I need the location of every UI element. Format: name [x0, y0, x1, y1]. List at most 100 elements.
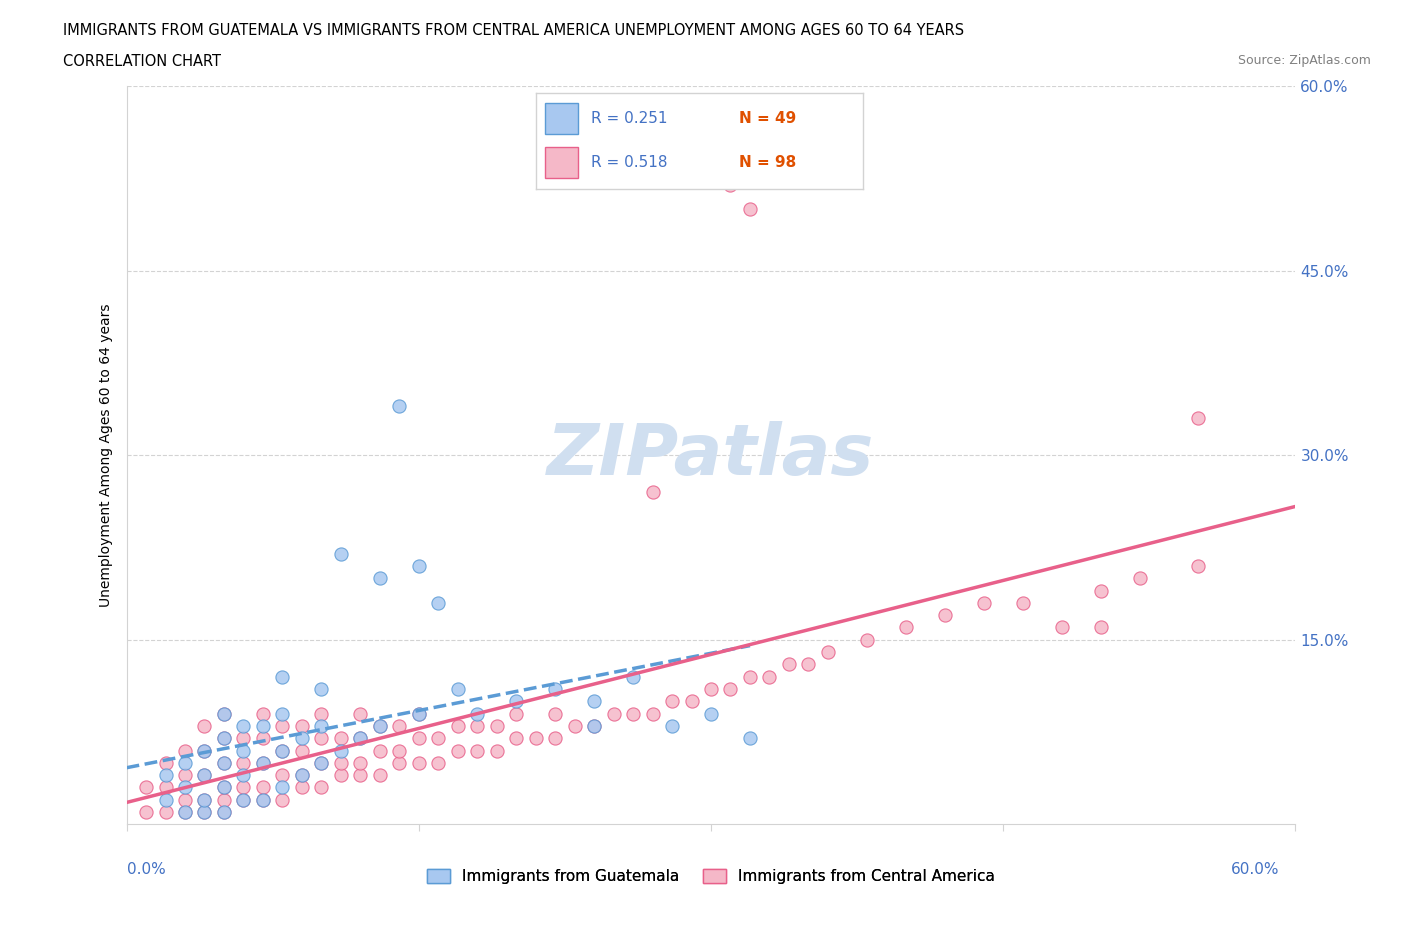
Point — [681, 694, 703, 709]
Point — [349, 755, 371, 770]
Point — [427, 731, 450, 746]
Point — [311, 719, 333, 734]
Point — [661, 719, 683, 734]
Point — [465, 706, 488, 721]
Point — [232, 767, 254, 782]
Point — [583, 719, 606, 734]
Point — [271, 743, 294, 758]
Point — [193, 743, 215, 758]
Point — [232, 792, 254, 807]
Point — [193, 792, 215, 807]
Point — [271, 719, 294, 734]
Point — [408, 755, 430, 770]
Point — [661, 694, 683, 709]
Point — [934, 607, 956, 622]
Point — [583, 719, 606, 734]
Point — [388, 743, 411, 758]
Point — [212, 731, 235, 746]
Text: ZIPatlas: ZIPatlas — [547, 420, 875, 490]
Point — [193, 804, 215, 819]
Point — [212, 780, 235, 795]
Point — [174, 755, 197, 770]
Point — [252, 719, 274, 734]
Point — [738, 670, 761, 684]
Point — [465, 719, 488, 734]
Point — [1090, 620, 1112, 635]
Point — [329, 767, 352, 782]
Point — [621, 706, 644, 721]
Point — [212, 804, 235, 819]
Point — [1129, 571, 1152, 586]
Point — [252, 706, 274, 721]
Y-axis label: Unemployment Among Ages 60 to 64 years: Unemployment Among Ages 60 to 64 years — [100, 303, 114, 607]
Point — [544, 731, 567, 746]
Point — [212, 731, 235, 746]
Point — [408, 559, 430, 574]
Point — [602, 706, 624, 721]
Text: 60.0%: 60.0% — [1232, 862, 1279, 877]
Point — [329, 755, 352, 770]
Point — [174, 767, 197, 782]
Point — [700, 706, 723, 721]
Point — [368, 743, 391, 758]
Point — [1187, 559, 1209, 574]
Point — [1011, 595, 1033, 610]
Point — [329, 743, 352, 758]
Point — [368, 767, 391, 782]
Point — [797, 657, 820, 671]
Point — [349, 767, 371, 782]
Point — [505, 731, 527, 746]
Point — [349, 731, 371, 746]
Point — [778, 657, 800, 671]
Point — [505, 694, 527, 709]
Point — [388, 719, 411, 734]
Point — [447, 743, 470, 758]
Point — [349, 706, 371, 721]
Point — [349, 731, 371, 746]
Point — [621, 670, 644, 684]
Text: CORRELATION CHART: CORRELATION CHART — [63, 54, 221, 69]
Point — [856, 632, 879, 647]
Point — [212, 755, 235, 770]
Point — [155, 767, 177, 782]
Point — [212, 706, 235, 721]
Point — [174, 743, 197, 758]
Point — [817, 644, 839, 659]
Point — [271, 767, 294, 782]
Point — [427, 755, 450, 770]
Point — [252, 755, 274, 770]
Point — [252, 755, 274, 770]
Text: Source: ZipAtlas.com: Source: ZipAtlas.com — [1237, 54, 1371, 67]
Point — [408, 706, 430, 721]
Point — [271, 743, 294, 758]
Point — [193, 767, 215, 782]
Point — [232, 780, 254, 795]
Point — [1187, 411, 1209, 426]
Point — [193, 743, 215, 758]
Point — [135, 780, 157, 795]
Point — [155, 755, 177, 770]
Point — [311, 755, 333, 770]
Point — [193, 767, 215, 782]
Point — [232, 792, 254, 807]
Point — [564, 719, 586, 734]
Point — [894, 620, 917, 635]
Point — [583, 694, 606, 709]
Point — [388, 755, 411, 770]
Point — [193, 719, 215, 734]
Point — [311, 755, 333, 770]
Point — [252, 731, 274, 746]
Point — [232, 719, 254, 734]
Point — [291, 767, 314, 782]
Point — [641, 485, 664, 499]
Point — [485, 719, 508, 734]
Point — [485, 743, 508, 758]
Point — [291, 780, 314, 795]
Point — [720, 177, 742, 192]
Point — [311, 731, 333, 746]
Point — [174, 804, 197, 819]
Point — [271, 780, 294, 795]
Point — [271, 792, 294, 807]
Point — [155, 792, 177, 807]
Point — [155, 780, 177, 795]
